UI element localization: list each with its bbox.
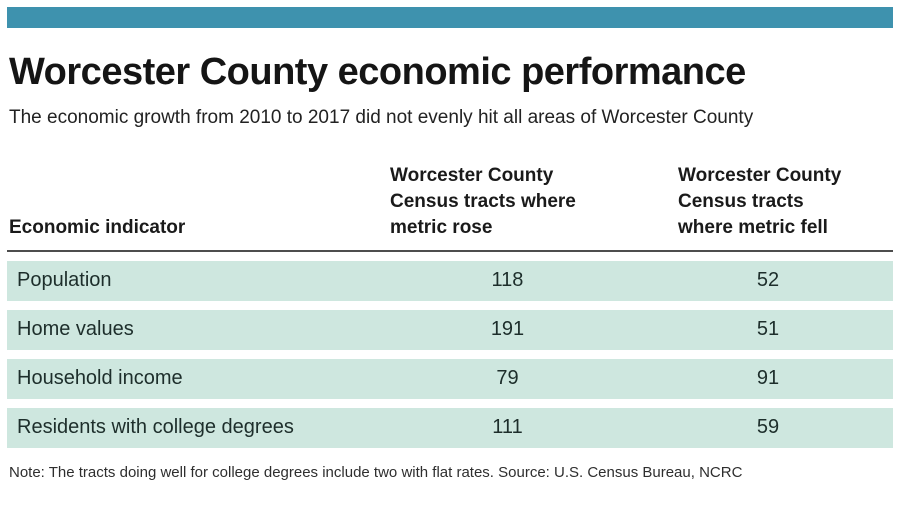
row-rose-value: 118	[491, 269, 524, 292]
row-fell-value: 51	[756, 318, 780, 341]
row-rose-value: 79	[496, 367, 519, 390]
page-title: Worcester County economic performance	[9, 51, 746, 93]
table-row: Household income 79 91	[7, 358, 893, 399]
column-header-indicator: Economic indicator	[9, 216, 186, 238]
table-header-row: Economic indicator Worcester County Cens…	[7, 163, 893, 252]
row-indicator: Household income	[17, 367, 183, 390]
table-row: Home values 191 51	[7, 309, 893, 350]
row-rose-value: 111	[492, 416, 523, 439]
row-fell-value: 52	[756, 269, 780, 292]
data-table: Economic indicator Worcester County Cens…	[7, 163, 893, 448]
row-fell-value: 91	[756, 367, 780, 390]
accent-bar	[7, 7, 893, 28]
row-rose-value: 191	[490, 318, 525, 341]
table-row: Population 118 52	[7, 260, 893, 301]
column-header-metric-fell: Worcester County Census tracts where met…	[678, 164, 842, 238]
column-header-metric-rose: Worcester County Census tracts where met…	[390, 164, 576, 238]
source-note: Note: The tracts doing well for college …	[9, 463, 743, 481]
table-body: Population 118 52 Home values 191 51 Hou…	[7, 260, 893, 448]
page-subtitle: The economic growth from 2010 to 2017 di…	[9, 106, 754, 128]
row-fell-value: 59	[756, 416, 780, 439]
row-indicator: Home values	[17, 318, 134, 341]
row-indicator: Population	[17, 269, 112, 292]
row-indicator: Residents with college degrees	[17, 416, 294, 439]
table-row: Residents with college degrees 111 59	[7, 407, 893, 448]
